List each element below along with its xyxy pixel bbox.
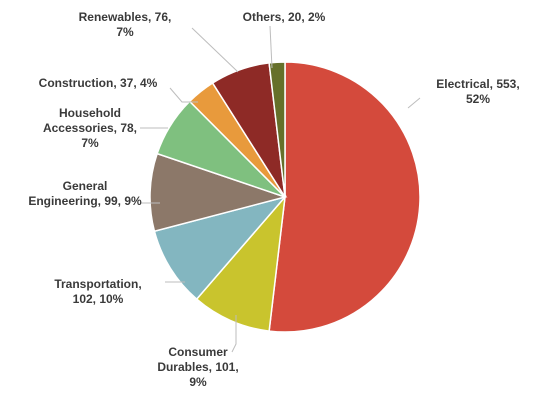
slice-label-construction: Construction, 37, 4% bbox=[39, 76, 158, 90]
leader-lines bbox=[140, 25, 421, 353]
pie-slice-consumer-durables bbox=[195, 194, 287, 332]
pie-slice-transportation bbox=[153, 195, 288, 301]
slice-label-others: Others, 20, 2% bbox=[243, 10, 326, 24]
slice-label-general-engineering: General Engineering, 99, 9% bbox=[28, 179, 142, 208]
slice-label-renewables: Renewables, 76, 7% bbox=[79, 10, 172, 39]
pie-slice-general-engineering bbox=[149, 152, 288, 233]
slice-label-consumer-durables: Consumer Durables, 101, 9% bbox=[157, 345, 238, 389]
slice-label-line: Durables, 101, bbox=[157, 360, 238, 374]
slice-label-line: 52% bbox=[466, 92, 490, 106]
slice-label-line: 102, 10% bbox=[73, 292, 124, 306]
leader-line-renewables bbox=[191, 27, 239, 73]
leader-line-construction bbox=[169, 87, 198, 103]
slice-label-line: Transportation, bbox=[54, 277, 141, 291]
slice-label-line: Renewables, 76, bbox=[79, 10, 172, 24]
slice-label-line: Household bbox=[59, 106, 121, 120]
slice-label-line: 7% bbox=[81, 136, 99, 150]
slice-label-transportation: Transportation, 102, 10% bbox=[54, 277, 141, 306]
slice-label-line: Accessories, 78, bbox=[43, 121, 137, 135]
pie-slices bbox=[149, 61, 421, 333]
leader-line-electrical bbox=[407, 97, 421, 109]
pie-slice-electrical bbox=[268, 61, 421, 333]
slice-label-line: Others, 20, 2% bbox=[243, 10, 326, 24]
slice-label-line: 7% bbox=[116, 25, 134, 39]
pie-slice-others bbox=[268, 61, 286, 198]
slice-label-line: 9% bbox=[189, 375, 207, 389]
slice-label-line: Consumer bbox=[168, 345, 228, 359]
leader-line-others bbox=[269, 25, 273, 69]
slice-labels: Electrical, 553, 52% Consumer Durables, 101… bbox=[28, 10, 519, 389]
slice-label-line: Engineering, 99, 9% bbox=[28, 194, 142, 208]
slice-label-line: Electrical, 553, bbox=[436, 77, 519, 91]
slice-label-household-accessories: Household Accessories, 78, 7% bbox=[43, 106, 137, 150]
slice-label-line: Construction, 37, 4% bbox=[39, 76, 158, 90]
leader-line-consumer-durables bbox=[231, 315, 237, 353]
slice-label-line: General bbox=[63, 179, 108, 193]
slice-label-electrical: Electrical, 553, 52% bbox=[436, 77, 519, 106]
